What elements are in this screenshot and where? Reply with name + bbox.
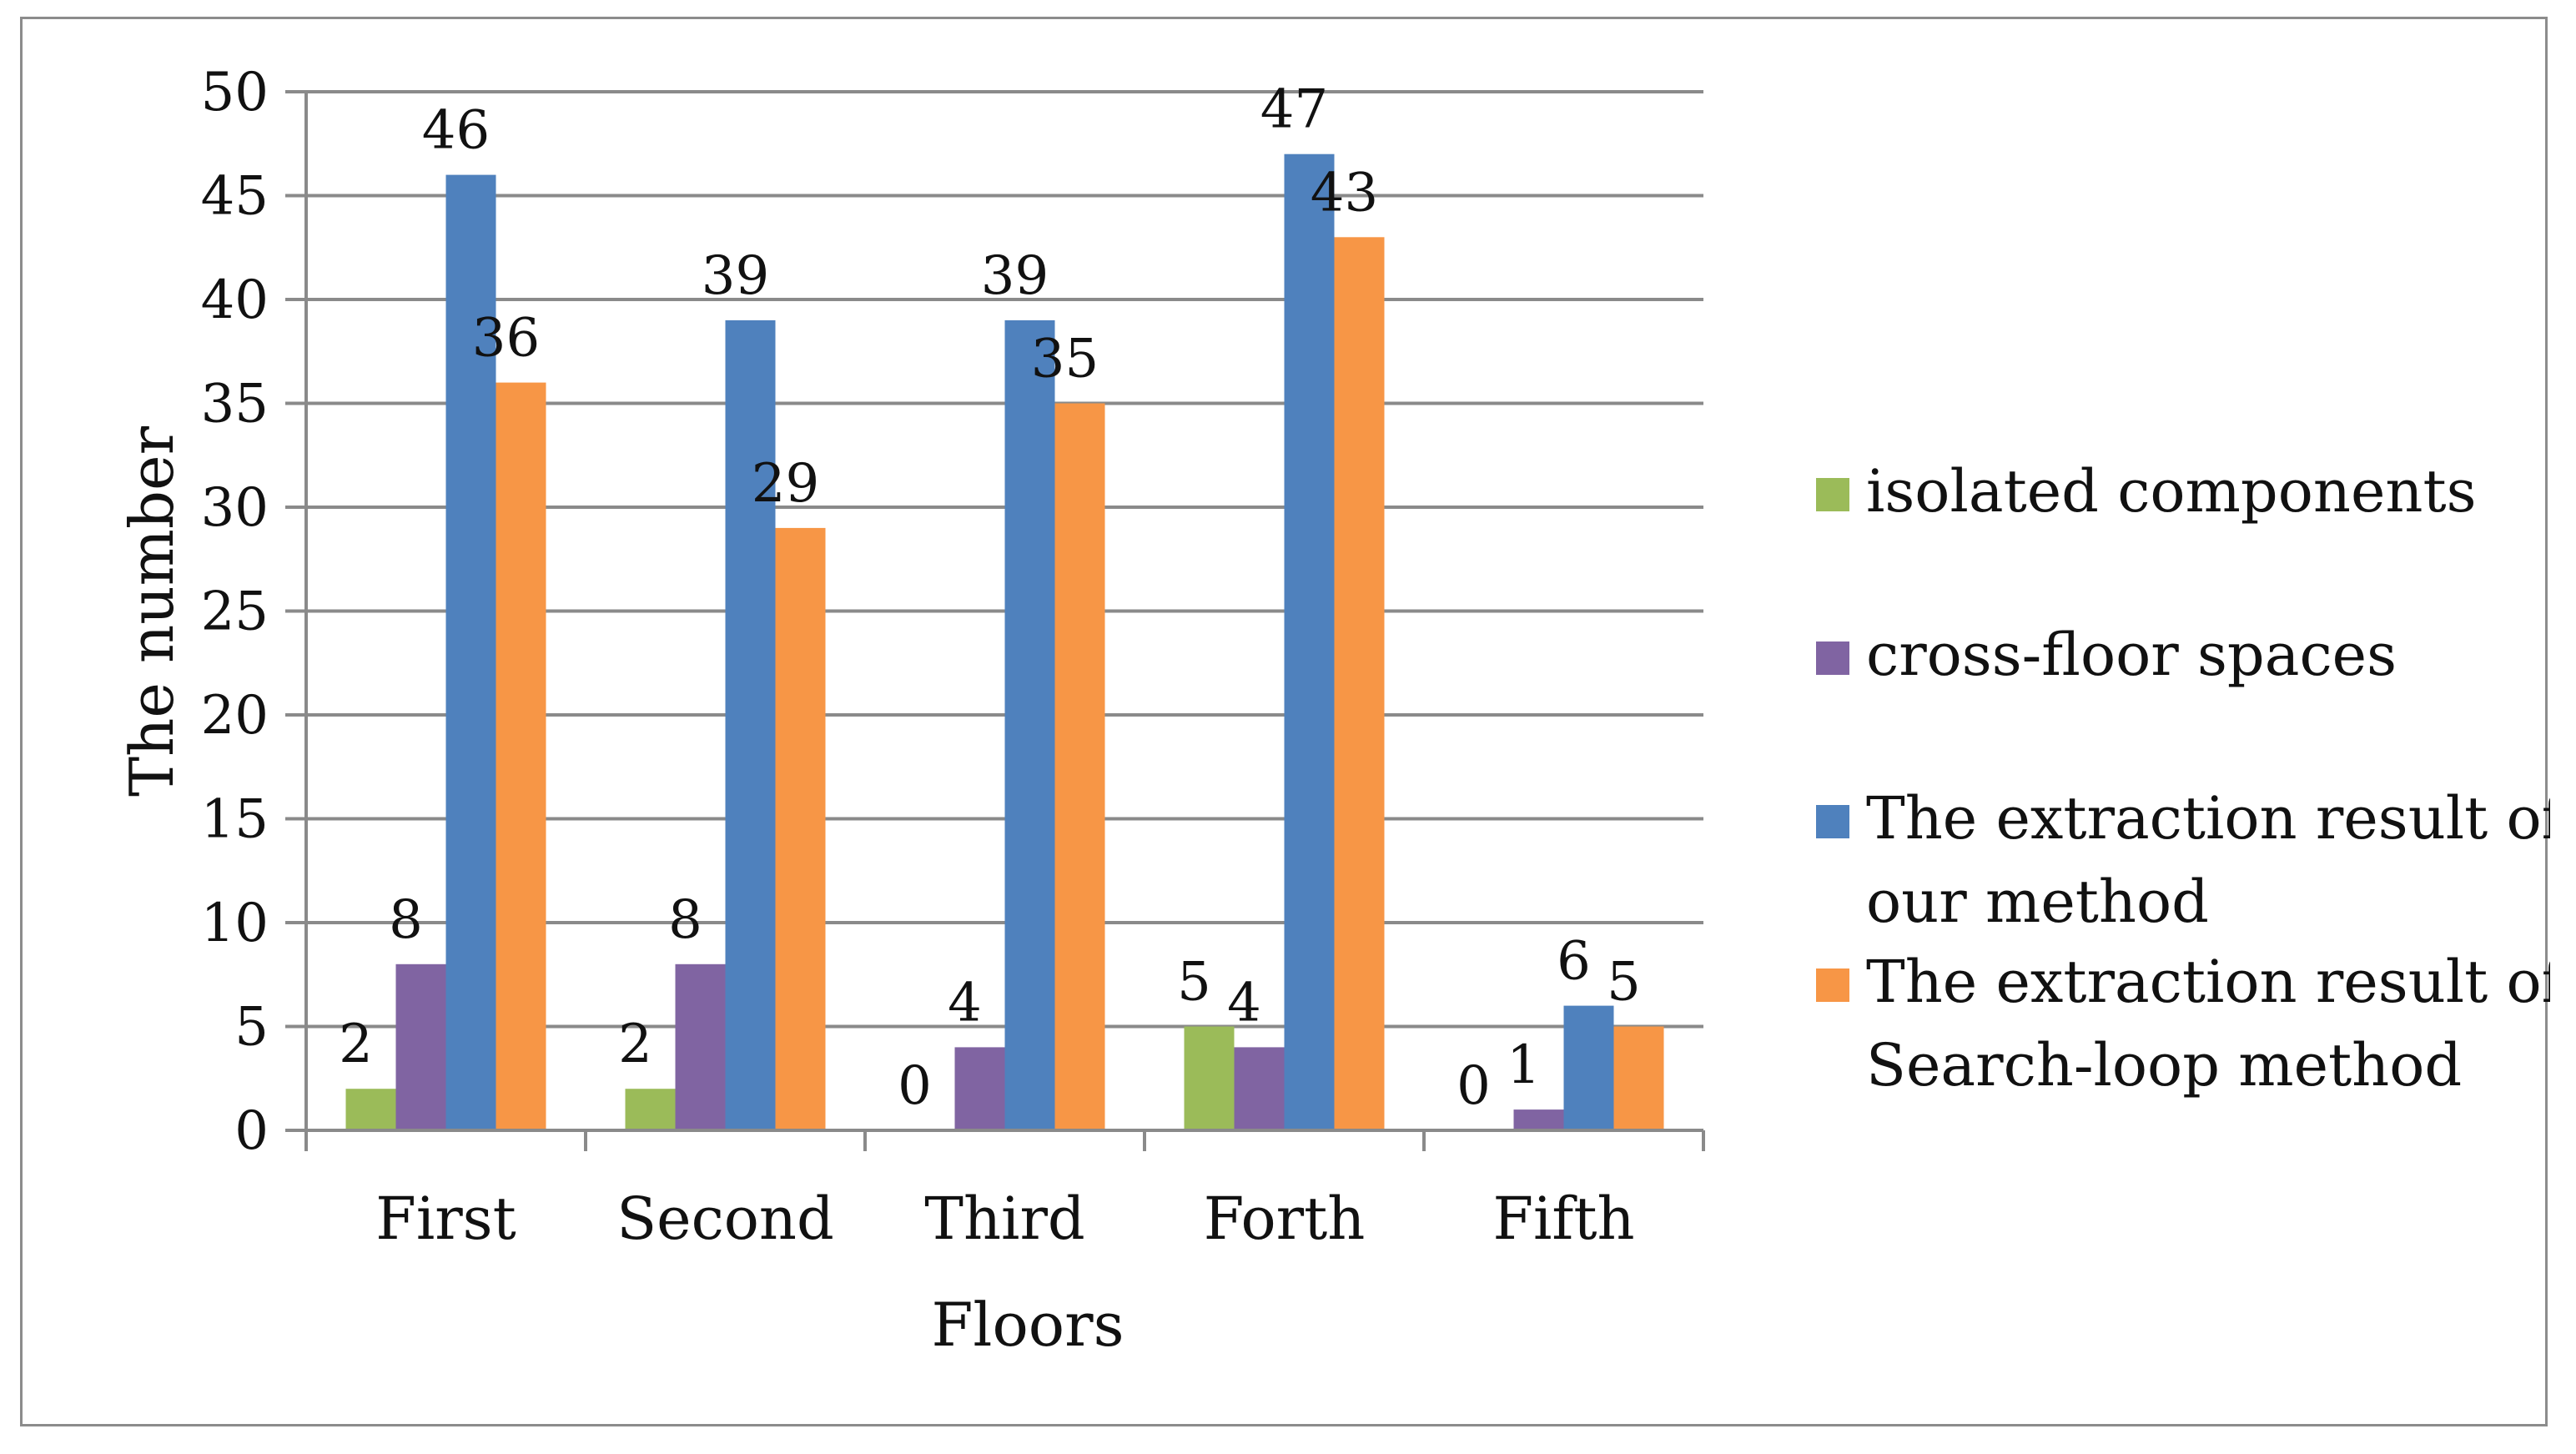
x-tick-label: Second [616, 1185, 834, 1253]
bar [345, 1089, 396, 1130]
legend-entry: The extraction result of [1866, 784, 2550, 853]
data-label: 8 [389, 889, 423, 951]
bar [395, 963, 446, 1130]
y-tick-label: 30 [201, 477, 269, 539]
data-label: 2 [618, 1014, 652, 1075]
bar [1004, 319, 1055, 1130]
legend-entry: our method [1866, 868, 2209, 936]
bars [345, 153, 1664, 1131]
x-tick-label: Fifth [1492, 1185, 1634, 1253]
bar [496, 382, 546, 1131]
bar [1563, 1005, 1614, 1130]
legend-entry: The extraction result of [1866, 948, 2550, 1016]
legend-entry: isolated components [1866, 457, 2477, 526]
x-tick-labels: First Second Third Forth Fifth [375, 1185, 1634, 1253]
bar [1234, 1047, 1285, 1130]
y-tick-label: 0 [234, 1100, 269, 1162]
data-label: 0 [898, 1055, 932, 1117]
bar [625, 1089, 676, 1130]
bar [675, 963, 726, 1130]
data-label: 46 [422, 100, 490, 162]
data-label: 43 [1311, 162, 1378, 224]
data-label: 1 [1507, 1034, 1541, 1096]
y-axis-title: The number [117, 425, 187, 797]
y-tick-label: 35 [201, 374, 269, 435]
legend-swatch [1816, 641, 1849, 675]
bar [445, 174, 496, 1131]
x-tick-label: Third [924, 1185, 1084, 1253]
y-tick-label: 5 [234, 997, 269, 1059]
x-tick-label: Forth [1204, 1185, 1366, 1253]
data-label: 0 [1457, 1055, 1491, 1117]
x-axis-title: Floors [931, 1290, 1124, 1360]
data-label: 2 [339, 1014, 373, 1075]
data-label: 8 [668, 889, 702, 951]
data-label: 4 [1227, 972, 1261, 1034]
bar [954, 1047, 1005, 1130]
data-label: 5 [1177, 952, 1211, 1014]
y-tick-label: 40 [201, 269, 269, 331]
legend: isolated components cross-floor spaces The… [1816, 457, 2550, 1099]
data-label: 39 [981, 245, 1049, 307]
y-tick-label: 15 [201, 789, 269, 851]
legend-entry: cross-floor spaces [1866, 621, 2397, 689]
y-tick-label: 20 [201, 685, 269, 747]
data-label: 5 [1607, 952, 1641, 1014]
y-tick-label: 25 [201, 581, 269, 643]
bar [725, 319, 776, 1130]
bar [1054, 403, 1105, 1130]
y-tick-label: 45 [201, 166, 269, 228]
legend-swatch [1816, 968, 1849, 1002]
x-tick-label: First [375, 1185, 516, 1253]
bar [1184, 1026, 1235, 1130]
legend-swatch [1816, 805, 1849, 838]
data-label: 35 [1031, 329, 1099, 390]
data-label: 4 [948, 972, 982, 1034]
y-tick-label: 10 [201, 893, 269, 954]
data-label: 47 [1260, 79, 1328, 141]
legend-swatch [1816, 478, 1849, 511]
data-label: 39 [702, 245, 769, 307]
bar [1334, 237, 1385, 1130]
data-label: 6 [1557, 931, 1591, 993]
y-tick-label: 50 [201, 62, 269, 123]
data-label: 29 [752, 453, 819, 515]
bar [775, 527, 826, 1130]
y-tick-labels: 0 5 10 15 20 25 30 35 40 45 50 [201, 62, 269, 1162]
chart-frame: 0 5 10 15 20 25 30 35 40 45 50 First Second Third For… [20, 17, 2550, 1426]
data-label: 36 [472, 308, 540, 370]
legend-entry: Search-loop method [1866, 1031, 2462, 1099]
axes [285, 90, 1705, 1151]
bar [1284, 153, 1335, 1131]
bar [1613, 1026, 1664, 1130]
bar [1513, 1109, 1564, 1130]
